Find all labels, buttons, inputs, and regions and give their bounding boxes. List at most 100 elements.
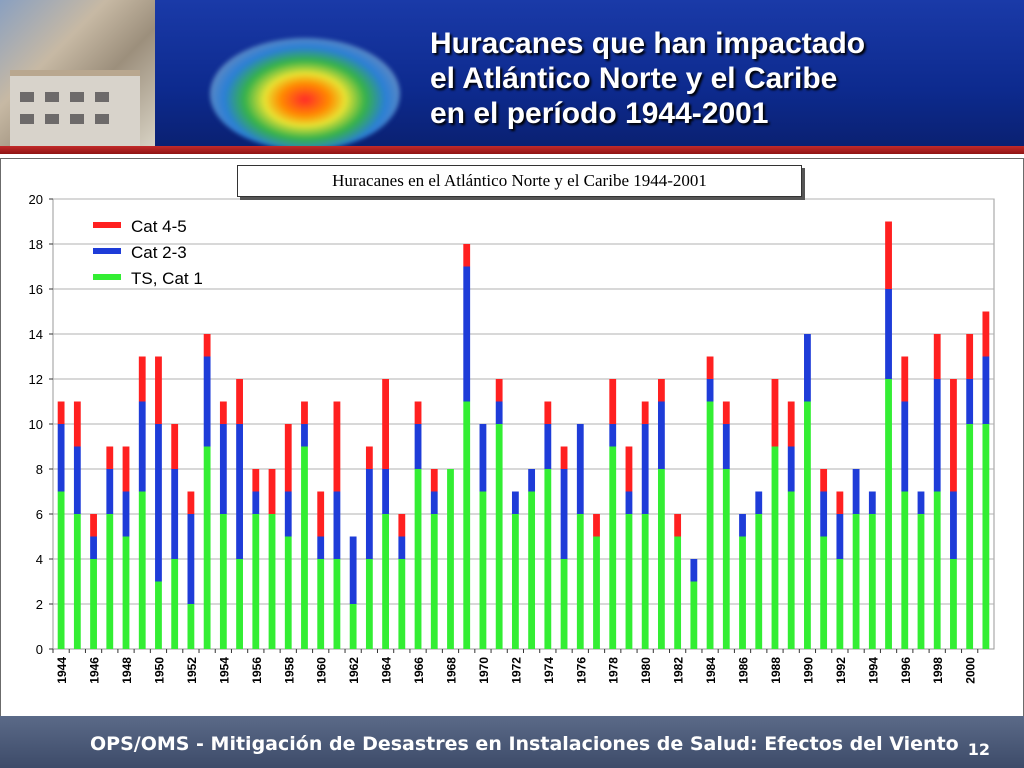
bar-segment <box>706 401 714 649</box>
bar-segment <box>528 491 536 649</box>
x-tick-label: 1976 <box>574 657 588 684</box>
bar-segment <box>301 401 308 424</box>
bar-segment <box>106 514 114 649</box>
bar-segment <box>495 401 503 424</box>
bar-segment <box>57 491 65 649</box>
bar-segment <box>90 559 97 649</box>
bar-segment <box>593 514 600 537</box>
page-number: 12 <box>967 740 990 759</box>
bar-segment <box>252 491 260 514</box>
y-tick-label: 18 <box>29 237 43 252</box>
bar-segment <box>57 401 65 424</box>
bar-segment <box>414 424 422 469</box>
bar-segment <box>771 379 779 447</box>
bar-segment <box>560 469 568 559</box>
bar-segment <box>609 379 617 424</box>
bar-segment <box>219 514 227 649</box>
bar-segment <box>901 401 909 492</box>
x-tick-label: 1962 <box>347 657 361 684</box>
bar-segment <box>722 424 730 469</box>
bar-segment <box>106 469 114 514</box>
bar-segment <box>219 424 227 514</box>
bar-segment <box>398 536 406 559</box>
window-shape <box>95 114 109 124</box>
window-shape <box>20 114 34 124</box>
bar-segment <box>511 514 519 649</box>
bar-segment <box>138 401 146 492</box>
bar-segment <box>203 356 211 447</box>
bar-segment <box>544 401 552 424</box>
bar-segment <box>463 244 471 267</box>
bar-segment <box>122 536 130 649</box>
bar-segment <box>511 491 519 514</box>
slide-title-line: el Atlántico Norte y el Caribe <box>430 62 838 95</box>
window-shape <box>70 92 84 102</box>
bar-segment <box>73 446 81 514</box>
bar-segment <box>219 401 227 424</box>
bar-segment <box>560 446 568 469</box>
bar-segment <box>885 289 892 379</box>
y-tick-label: 4 <box>36 552 43 567</box>
bar-segment <box>414 469 422 649</box>
bar-segment <box>203 334 211 357</box>
bar-segment <box>57 424 65 492</box>
bar-segment <box>690 581 698 649</box>
hurricane-bar-chart: 0 2 4 6 8 10 12 14 16 18 20 1944 1946 1948 1950 1952 195… <box>29 192 995 684</box>
bar-segment <box>674 514 682 537</box>
bar-segment <box>625 514 633 649</box>
bar-segment <box>544 469 552 649</box>
legend-label: TS, Cat 1 <box>131 269 203 288</box>
bar-segment <box>576 514 584 649</box>
bar-segment <box>430 514 438 649</box>
x-tick-label: 1946 <box>88 657 102 684</box>
bar-segment <box>609 424 617 447</box>
slide-title: Huracanes que han impactado el Atlántico… <box>430 26 865 131</box>
bar-segment <box>820 536 828 649</box>
window-shape <box>70 114 84 124</box>
bar-segment <box>544 424 552 469</box>
bar-segment <box>398 514 406 537</box>
bar-segment <box>674 536 682 649</box>
slide-footer: OPS/OMS - Mitigación de Desastres en Ins… <box>0 716 1024 768</box>
bar-segment <box>868 491 876 514</box>
bar-segment <box>820 469 828 492</box>
bar-segment <box>657 401 665 469</box>
slide-header: Huracanes que han impactado el Atlántico… <box>0 0 1024 150</box>
x-tick-label: 1972 <box>509 657 523 684</box>
bar-segment <box>268 469 276 514</box>
bar-segment <box>576 424 584 514</box>
bar-segment <box>430 491 438 514</box>
x-tick-label: 1994 <box>866 657 880 684</box>
window-shape <box>45 114 59 124</box>
bar-segment <box>414 401 422 424</box>
bar-segment <box>463 401 471 649</box>
bar-segment <box>966 379 974 424</box>
bar-segment <box>122 491 130 537</box>
y-tick-label: 12 <box>29 372 43 387</box>
chart-title: Huracanes en el Atlántico Norte y el Car… <box>237 165 802 197</box>
bar-segment <box>625 491 633 514</box>
x-tick-label: 1952 <box>185 657 199 684</box>
bar-segment <box>122 446 130 492</box>
x-tick-label: 1974 <box>542 657 556 684</box>
bar-segment <box>252 469 260 492</box>
bar-segment <box>950 559 957 649</box>
bar-segment <box>787 491 795 649</box>
y-tick-label: 8 <box>36 462 43 477</box>
legend-swatch <box>93 248 121 254</box>
bar-segment <box>365 559 373 649</box>
bar-segment <box>284 536 292 649</box>
bar-segment <box>885 221 892 289</box>
x-tick-label: 1944 <box>55 657 69 684</box>
bar-segment <box>609 446 617 649</box>
y-tick-label: 16 <box>29 282 43 297</box>
x-tick-label: 1990 <box>801 657 815 684</box>
bar-segment <box>787 401 795 447</box>
bar-segment <box>885 379 892 649</box>
legend-label: Cat 2-3 <box>131 243 187 262</box>
bar-segment <box>641 514 649 649</box>
bar-segment <box>950 379 957 492</box>
bar-segment <box>495 379 503 402</box>
bar-segment <box>187 491 195 514</box>
bar-segment <box>852 514 860 649</box>
